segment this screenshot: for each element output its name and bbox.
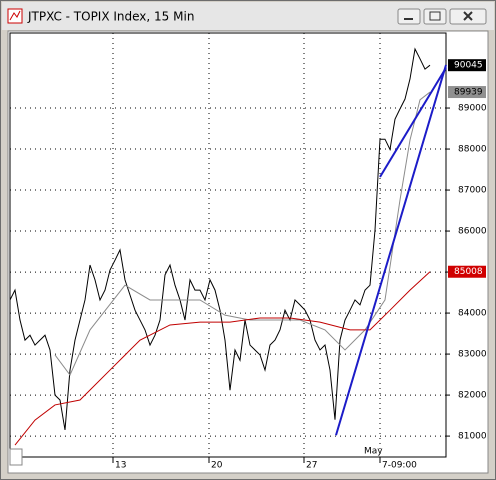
- x-tick-label: 13: [115, 461, 126, 471]
- y-tick-label: 86000: [458, 227, 487, 237]
- plot-layer: 8100082000830008400085000860008700088000…: [9, 33, 487, 471]
- y-tick-label: 88000: [458, 145, 487, 155]
- series-line: [14, 271, 431, 446]
- y-tick-label: 83000: [458, 350, 487, 360]
- y-tick-label: 84000: [458, 309, 487, 319]
- series-line: [379, 67, 447, 178]
- series-line: [335, 64, 447, 436]
- last-value-label: 85008: [454, 267, 483, 277]
- x-tick-label: 27: [306, 461, 317, 471]
- window-icon-glyph: [9, 10, 21, 21]
- last-value-tag: [448, 265, 486, 278]
- window-title: JTPXC - TOPIX Index, 15 Min: [27, 10, 194, 24]
- maximize-glyph: [429, 11, 441, 21]
- window-icon: [7, 8, 23, 24]
- series-line: [9, 47, 431, 431]
- y-tick-label: 87000: [458, 186, 487, 196]
- x-tick-label: 20: [211, 461, 223, 471]
- maximize-button[interactable]: [423, 8, 447, 25]
- minimize-glyph: [404, 18, 413, 20]
- last-value-tag: [448, 86, 486, 99]
- scroll-box[interactable]: [9, 448, 23, 466]
- y-tick-label: 82000: [458, 391, 487, 401]
- plot-area: [9, 32, 447, 458]
- close-glyph: [463, 11, 473, 21]
- y-tick-label: 89000: [458, 104, 487, 114]
- y-tick-label: 81000: [458, 432, 487, 442]
- month-label: May: [364, 447, 383, 457]
- last-value-tag: [448, 59, 486, 72]
- minimize-button[interactable]: [397, 8, 421, 25]
- last-value-label: 90045: [454, 61, 483, 71]
- x-tick-label: 7-09:00: [382, 461, 417, 471]
- series-line: [54, 91, 431, 376]
- last-value-label: 89939: [454, 88, 483, 98]
